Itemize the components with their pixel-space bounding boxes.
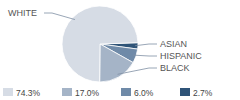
legend-swatch bbox=[62, 88, 72, 96]
legend-label: 6.0% bbox=[134, 88, 154, 98]
slice-label: WHITE bbox=[8, 8, 37, 18]
legend-swatch bbox=[121, 88, 131, 96]
legend-label: 2.7% bbox=[193, 88, 213, 98]
pie-slice bbox=[100, 44, 133, 82]
slice-label: HISPANIC bbox=[160, 51, 202, 61]
leader-line bbox=[135, 44, 157, 46]
leader-line bbox=[44, 13, 75, 20]
legend: 74.3% 17.0% 6.0% 2.7% bbox=[3, 88, 213, 98]
pie bbox=[62, 6, 138, 82]
leader-line bbox=[133, 55, 157, 57]
legend-swatch bbox=[180, 88, 190, 96]
slice-label: ASIAN bbox=[160, 39, 187, 49]
legend-label: 17.0% bbox=[75, 88, 100, 98]
legend-swatch bbox=[3, 88, 13, 96]
slice-label: BLACK bbox=[160, 63, 190, 73]
leader-line bbox=[118, 68, 157, 74]
chart: WHITE BLACK HISPANIC ASIAN 74.3% 17.0% 6.0% 2.7… bbox=[0, 0, 240, 100]
pie-slice bbox=[62, 6, 138, 82]
legend-label: 74.3% bbox=[16, 88, 41, 98]
